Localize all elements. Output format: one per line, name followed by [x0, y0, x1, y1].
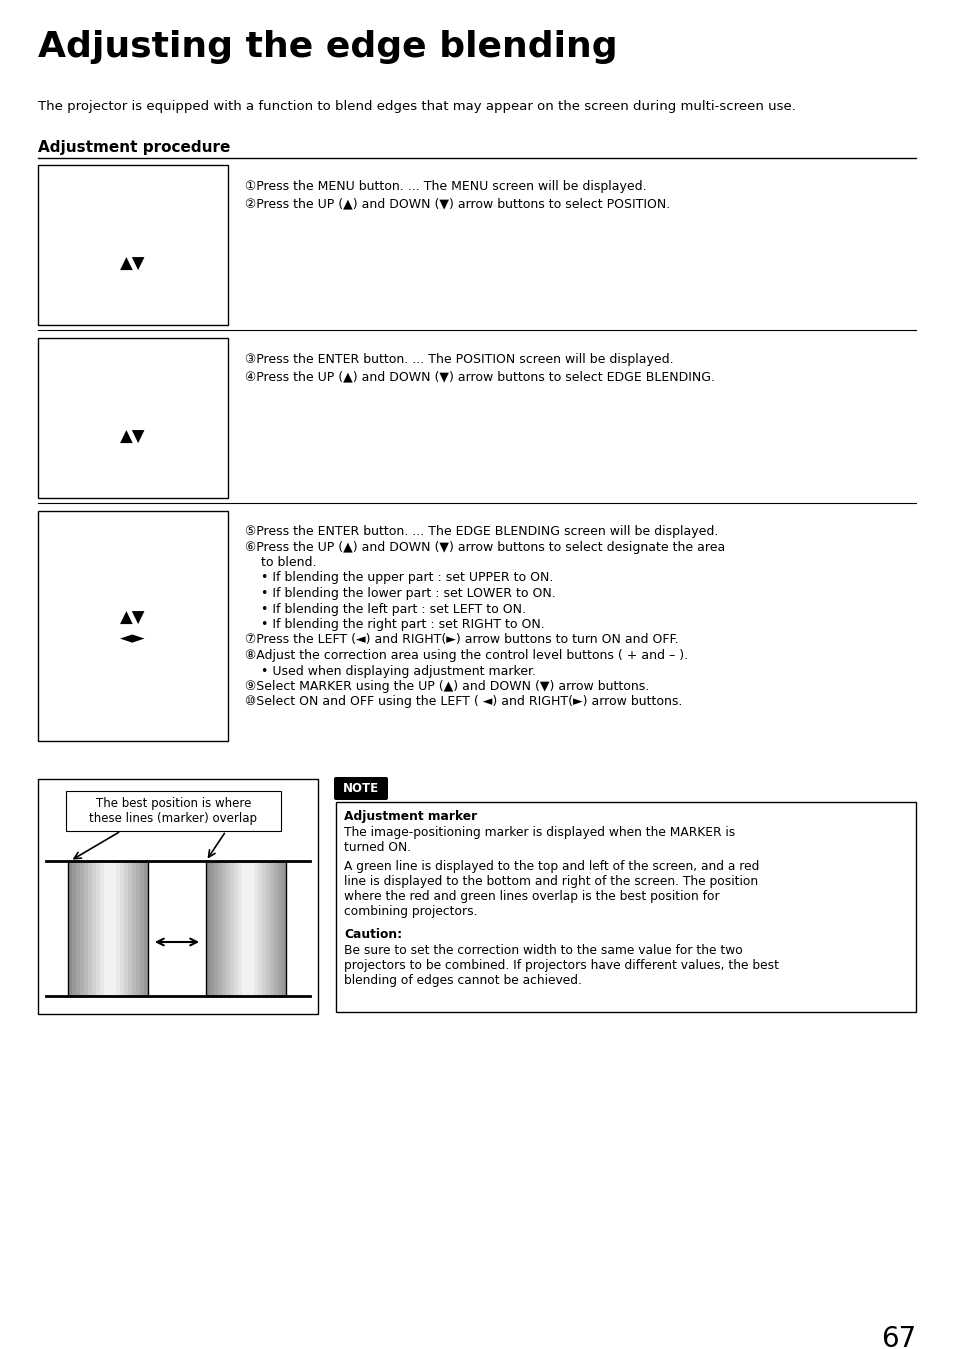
- Bar: [237, 861, 242, 996]
- Text: The projector is equipped with a function to blend edges that may appear on the : The projector is equipped with a functio…: [38, 100, 795, 113]
- Bar: [116, 861, 120, 996]
- Bar: [226, 861, 231, 996]
- Text: ⑩Select ON and OFF using the LEFT ( ◄) and RIGHT(►) arrow buttons.: ⑩Select ON and OFF using the LEFT ( ◄) a…: [245, 696, 681, 708]
- Bar: [120, 861, 125, 996]
- Bar: [38, 165, 228, 325]
- Text: ④Press the UP (▲) and DOWN (▼) arrow buttons to select EDGE BLENDING.: ④Press the UP (▲) and DOWN (▼) arrow but…: [245, 370, 714, 383]
- Text: • Used when displaying adjustment marker.: • Used when displaying adjustment marker…: [245, 665, 536, 677]
- Text: ▲▼: ▲▼: [120, 255, 146, 274]
- Text: ◄►: ◄►: [120, 629, 146, 648]
- Bar: [250, 861, 254, 996]
- Text: • If blending the lower part : set LOWER to ON.: • If blending the lower part : set LOWER…: [245, 587, 556, 600]
- Bar: [144, 861, 149, 996]
- Text: ⑤Press the ENTER button. ... The EDGE BLENDING screen will be displayed.: ⑤Press the ENTER button. ... The EDGE BL…: [245, 525, 718, 538]
- Bar: [68, 861, 72, 996]
- Bar: [88, 861, 92, 996]
- Text: ⑨Select MARKER using the UP (▲) and DOWN (▼) arrow buttons.: ⑨Select MARKER using the UP (▲) and DOWN…: [245, 680, 649, 693]
- Text: Adjusting the edge blending: Adjusting the edge blending: [38, 30, 617, 63]
- Text: NOTE: NOTE: [342, 782, 378, 795]
- Bar: [253, 861, 258, 996]
- Bar: [38, 511, 228, 741]
- Bar: [76, 861, 80, 996]
- Bar: [140, 861, 144, 996]
- Bar: [128, 861, 132, 996]
- Bar: [124, 861, 129, 996]
- Text: ▲▼: ▲▼: [120, 608, 146, 627]
- Text: Adjustment marker: Adjustment marker: [344, 809, 476, 823]
- Bar: [206, 861, 286, 996]
- Bar: [230, 861, 234, 996]
- Bar: [91, 861, 96, 996]
- Text: Adjustment procedure: Adjustment procedure: [38, 140, 230, 155]
- Bar: [68, 861, 148, 996]
- Bar: [38, 339, 228, 498]
- Text: • If blending the right part : set RIGHT to ON.: • If blending the right part : set RIGHT…: [245, 618, 544, 631]
- Bar: [242, 861, 246, 996]
- Text: ⑧Adjust the correction area using the control level buttons ( + and – ).: ⑧Adjust the correction area using the co…: [245, 649, 687, 662]
- Bar: [71, 861, 76, 996]
- Text: • If blending the left part : set LEFT to ON.: • If blending the left part : set LEFT t…: [245, 603, 525, 615]
- Bar: [132, 861, 136, 996]
- Bar: [257, 861, 262, 996]
- Bar: [136, 861, 140, 996]
- Bar: [213, 861, 218, 996]
- Bar: [266, 861, 271, 996]
- Bar: [222, 861, 226, 996]
- Bar: [282, 861, 286, 996]
- Text: Caution:: Caution:: [344, 928, 402, 942]
- Text: The image-positioning marker is displayed when the MARKER is
turned ON.: The image-positioning marker is displaye…: [344, 826, 735, 854]
- Text: • If blending the upper part : set UPPER to ON.: • If blending the upper part : set UPPER…: [245, 572, 553, 584]
- FancyBboxPatch shape: [334, 777, 388, 800]
- Text: 67: 67: [880, 1325, 915, 1349]
- Text: ▲▼: ▲▼: [120, 428, 146, 447]
- Text: to blend.: to blend.: [245, 556, 316, 569]
- Bar: [210, 861, 214, 996]
- Text: The best position is where
these lines (marker) overlap: The best position is where these lines (…: [90, 797, 257, 826]
- Bar: [335, 803, 915, 1012]
- Bar: [100, 861, 105, 996]
- Bar: [218, 861, 222, 996]
- Text: ③Press the ENTER button. ... The POSITION screen will be displayed.: ③Press the ENTER button. ... The POSITIO…: [245, 353, 673, 366]
- Bar: [206, 861, 211, 996]
- Bar: [66, 791, 281, 831]
- Text: ⑥Press the UP (▲) and DOWN (▼) arrow buttons to select designate the area: ⑥Press the UP (▲) and DOWN (▼) arrow but…: [245, 541, 724, 553]
- Text: ①Press the MENU button. ... The MENU screen will be displayed.: ①Press the MENU button. ... The MENU scr…: [245, 179, 646, 193]
- Text: ⑦Press the LEFT (◄) and RIGHT(►) arrow buttons to turn ON and OFF.: ⑦Press the LEFT (◄) and RIGHT(►) arrow b…: [245, 634, 678, 646]
- Bar: [80, 861, 85, 996]
- Bar: [274, 861, 278, 996]
- Bar: [270, 861, 274, 996]
- Bar: [84, 861, 89, 996]
- Bar: [38, 778, 317, 1014]
- Bar: [112, 861, 116, 996]
- Bar: [96, 861, 100, 996]
- Bar: [262, 861, 266, 996]
- Bar: [246, 861, 251, 996]
- Bar: [277, 861, 282, 996]
- Bar: [108, 861, 112, 996]
- Bar: [233, 861, 238, 996]
- Bar: [104, 861, 109, 996]
- Text: Be sure to set the correction width to the same value for the two
projectors to : Be sure to set the correction width to t…: [344, 944, 779, 987]
- Text: A green line is displayed to the top and left of the screen, and a red
line is d: A green line is displayed to the top and…: [344, 861, 759, 919]
- Text: ②Press the UP (▲) and DOWN (▼) arrow buttons to select POSITION.: ②Press the UP (▲) and DOWN (▼) arrow but…: [245, 197, 670, 210]
